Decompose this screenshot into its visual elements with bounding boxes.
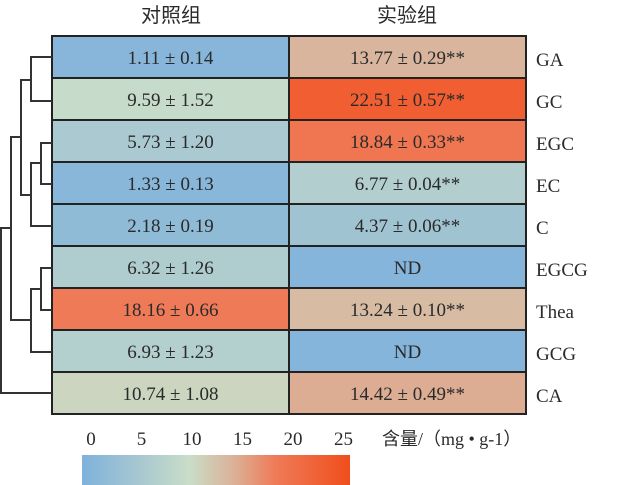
row-label: C [536,218,549,239]
cell-label: ND [394,342,421,363]
row-label: GA [536,50,564,71]
colorbar-tick: 10 [183,429,202,450]
cell-label: 2.18 ± 0.19 [127,216,213,237]
column-header-experiment: 实验组 [377,4,437,27]
heatmap-cell [288,203,527,247]
cell-label: 18.16 ± 0.66 [123,300,219,321]
heatmap-cell [288,35,527,79]
cell-label: 6.32 ± 1.26 [127,258,213,279]
row-label: Thea [536,302,575,323]
cell-label: 9.59 ± 1.52 [127,90,213,111]
cell-label: ND [394,258,421,279]
heatmap-cell [288,287,527,331]
cell-label: 13.77 ± 0.29** [350,48,465,69]
cell-label: 6.77 ± 0.04** [355,174,460,195]
cell-label: 10.74 ± 1.08 [123,384,219,405]
cell-label: 22.51 ± 0.57** [350,90,465,111]
row-label: GC [536,92,562,113]
cell-label: 18.84 ± 0.33** [350,132,465,153]
cell-label: 13.24 ± 0.10** [350,300,465,321]
heatmap-cell [288,371,527,415]
colorbar-tick: 5 [137,429,147,450]
row-label: GCG [536,344,576,365]
column-header-control: 对照组 [141,4,201,27]
heatmap-cell [288,119,527,163]
heatmap-cell [288,77,527,121]
row-label: EGCG [536,260,588,281]
cell-label: 1.11 ± 0.14 [128,48,214,69]
heatmap-cell [288,161,527,205]
row-label: EC [536,176,560,197]
colorbar-tick: 15 [233,429,252,450]
cell-label: 1.33 ± 0.13 [127,174,213,195]
heatmap-cell [288,245,527,289]
cell-label: 4.37 ± 0.06** [355,216,460,237]
row-dendrogram [0,56,52,394]
heatmap-cell [288,329,527,373]
cell-label: 14.42 ± 0.49** [350,384,465,405]
colorbar-tick: 20 [284,429,303,450]
colorbar-label: 含量/（mg • g-1） [382,429,521,449]
colorbar [82,455,350,485]
cell-label: 5.73 ± 1.20 [127,132,213,153]
colorbar-tick: 25 [334,429,353,450]
row-label: EGC [536,134,574,155]
cell-label: 6.93 ± 1.23 [127,342,213,363]
row-label: CA [536,386,563,407]
colorbar-tick: 0 [86,429,96,450]
